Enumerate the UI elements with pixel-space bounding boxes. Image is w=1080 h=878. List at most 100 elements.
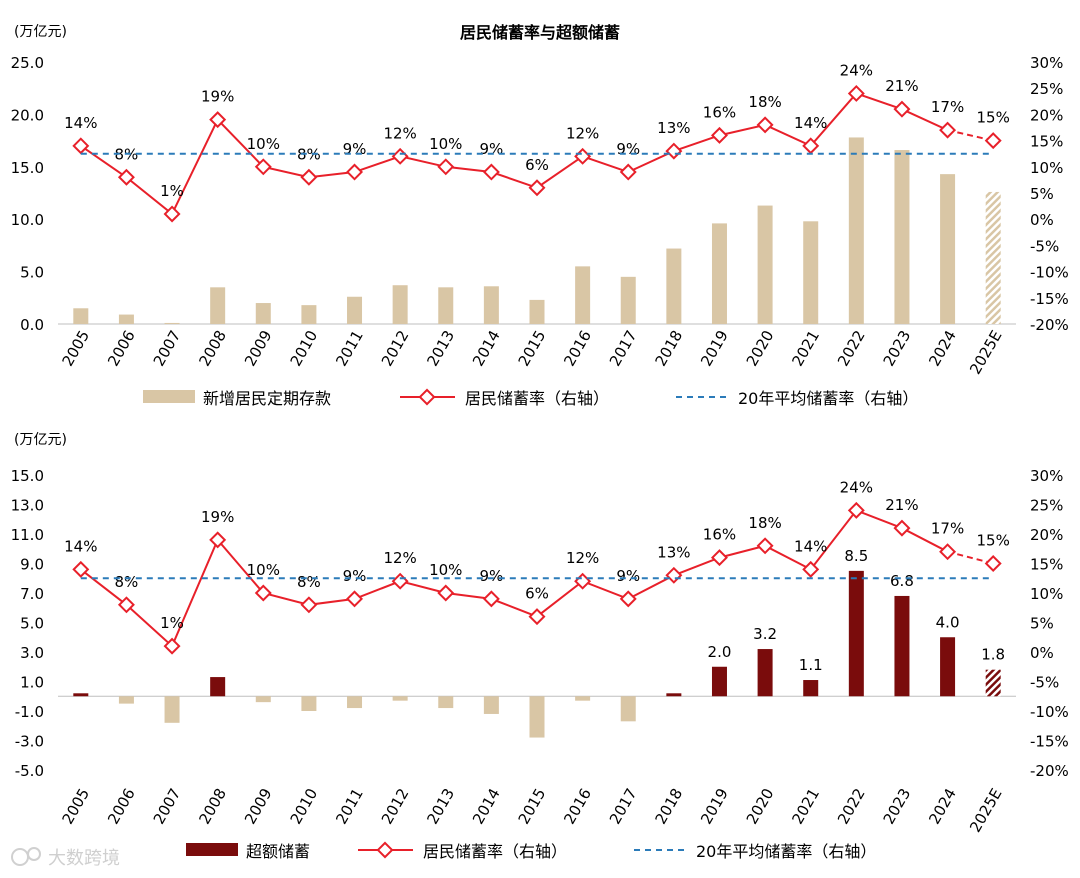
bar-data-label: 1.8 — [981, 646, 1005, 664]
right-axis-tick: 10% — [1030, 585, 1063, 603]
savings-rate-label: 6% — [525, 156, 549, 174]
savings-rate-point — [893, 519, 911, 537]
savings-rate-point — [847, 84, 865, 102]
savings-rate-label: 24% — [840, 61, 873, 79]
savings-rate-point — [437, 584, 455, 602]
savings-rate-point — [756, 537, 774, 555]
savings-rate-point — [528, 179, 546, 197]
savings-rate-point — [163, 637, 181, 655]
bar — [529, 696, 545, 738]
savings-rate-point — [710, 549, 728, 567]
bar — [803, 221, 819, 324]
right-axis-tick: -5% — [1030, 674, 1059, 692]
x-axis-tick: 2008 — [195, 785, 230, 827]
right-axis-tick: 25% — [1030, 497, 1063, 515]
x-axis-tick: 2013 — [423, 327, 458, 369]
legend-label: 居民储蓄率（右轴） — [465, 389, 609, 408]
legend-label: 居民储蓄率（右轴） — [423, 842, 567, 861]
legend-label: 超额储蓄 — [246, 842, 310, 861]
savings-rate-point — [346, 163, 364, 181]
bar — [483, 286, 499, 324]
bar — [438, 696, 454, 709]
savings-rate-point — [619, 590, 637, 608]
bar — [803, 680, 819, 697]
savings-rate-point — [391, 572, 409, 590]
right-axis-tick: 20% — [1030, 106, 1063, 124]
x-axis-tick: 2017 — [606, 785, 641, 827]
savings-rate-label: 10% — [429, 561, 462, 579]
savings-rate-point — [254, 584, 272, 602]
bar — [848, 137, 864, 324]
bar — [347, 296, 363, 324]
left-axis-tick: 25.0 — [11, 54, 44, 72]
x-axis-tick: 2023 — [880, 785, 915, 827]
bar — [848, 570, 864, 697]
savings-rate-label: 8% — [115, 573, 139, 591]
bar — [118, 696, 134, 704]
bar — [73, 693, 89, 697]
bar — [666, 248, 682, 324]
x-axis-tick: 2019 — [697, 327, 732, 369]
savings-rate-point — [528, 608, 546, 626]
savings-rate-point — [72, 560, 90, 578]
left-axis-tick: 20.0 — [11, 106, 44, 124]
savings-rate-label: 21% — [885, 77, 918, 95]
savings-rate-label: 18% — [748, 514, 781, 532]
x-axis-tick: 2010 — [287, 327, 322, 369]
savings-rate-label: 8% — [297, 573, 321, 591]
x-axis-tick: 2007 — [150, 785, 185, 827]
x-axis-tick: 2009 — [241, 785, 276, 827]
left-axis-tick: -1.0 — [15, 703, 44, 721]
right-axis-tick: -5% — [1030, 237, 1059, 255]
legend-bar-swatch — [143, 390, 195, 403]
savings-rate-label: 24% — [840, 478, 873, 496]
savings-rate-label: 16% — [703, 103, 736, 121]
x-axis-tick: 2005 — [58, 785, 93, 827]
right-axis-tick: 30% — [1030, 54, 1063, 72]
left-axis-unit: (万亿元) — [14, 432, 67, 448]
savings-rate-label: 13% — [657, 543, 690, 561]
right-axis-tick: 15% — [1030, 556, 1063, 574]
bar — [894, 595, 910, 697]
bar — [438, 287, 454, 324]
savings-rate-label: 10% — [247, 561, 280, 579]
x-axis-tick: 2007 — [150, 327, 185, 369]
left-axis-tick: 9.0 — [20, 556, 44, 574]
right-axis-tick: -20% — [1030, 762, 1069, 780]
legend-label: 20年平均储蓄率（右轴） — [696, 842, 876, 861]
savings-rate-point — [893, 100, 911, 118]
savings-rate-point — [300, 596, 318, 614]
left-axis-tick: -5.0 — [15, 762, 44, 780]
savings-rate-label: 19% — [201, 508, 234, 526]
savings-rate-point — [665, 142, 683, 160]
x-axis-tick: 2020 — [743, 327, 778, 369]
savings-rate-label: 9% — [479, 140, 503, 158]
right-axis-tick: 5% — [1030, 615, 1054, 633]
x-axis-tick: 2014 — [469, 327, 504, 369]
savings-rate-line — [80, 92, 948, 216]
x-axis-tick: 2011 — [332, 327, 367, 369]
savings-rate-point — [802, 137, 820, 155]
bar — [711, 223, 727, 324]
savings-rate-label: 9% — [616, 567, 640, 585]
bar — [894, 150, 910, 324]
savings-rate-point — [209, 111, 227, 129]
bar — [392, 696, 408, 701]
savings-rate-point — [984, 555, 1002, 572]
x-axis-tick: 2014 — [469, 785, 504, 827]
left-axis-tick: 3.0 — [20, 644, 44, 662]
savings-rate-point — [346, 590, 364, 608]
watermark: 大数跨境 — [11, 847, 120, 869]
savings-rate-point — [209, 531, 227, 549]
savings-rate-label: 16% — [703, 526, 736, 544]
x-axis-tick: 2015 — [515, 327, 550, 369]
savings-rate-label: 12% — [383, 549, 416, 567]
right-axis-tick: 25% — [1030, 80, 1063, 98]
legend-label: 20年平均储蓄率（右轴） — [738, 389, 918, 408]
x-axis-tick: 2012 — [378, 785, 413, 827]
savings-rate-point — [984, 132, 1002, 150]
savings-rate-point — [756, 116, 774, 134]
watermark-logo-dot-icon — [27, 847, 41, 861]
x-axis-tick: 2011 — [332, 785, 367, 827]
